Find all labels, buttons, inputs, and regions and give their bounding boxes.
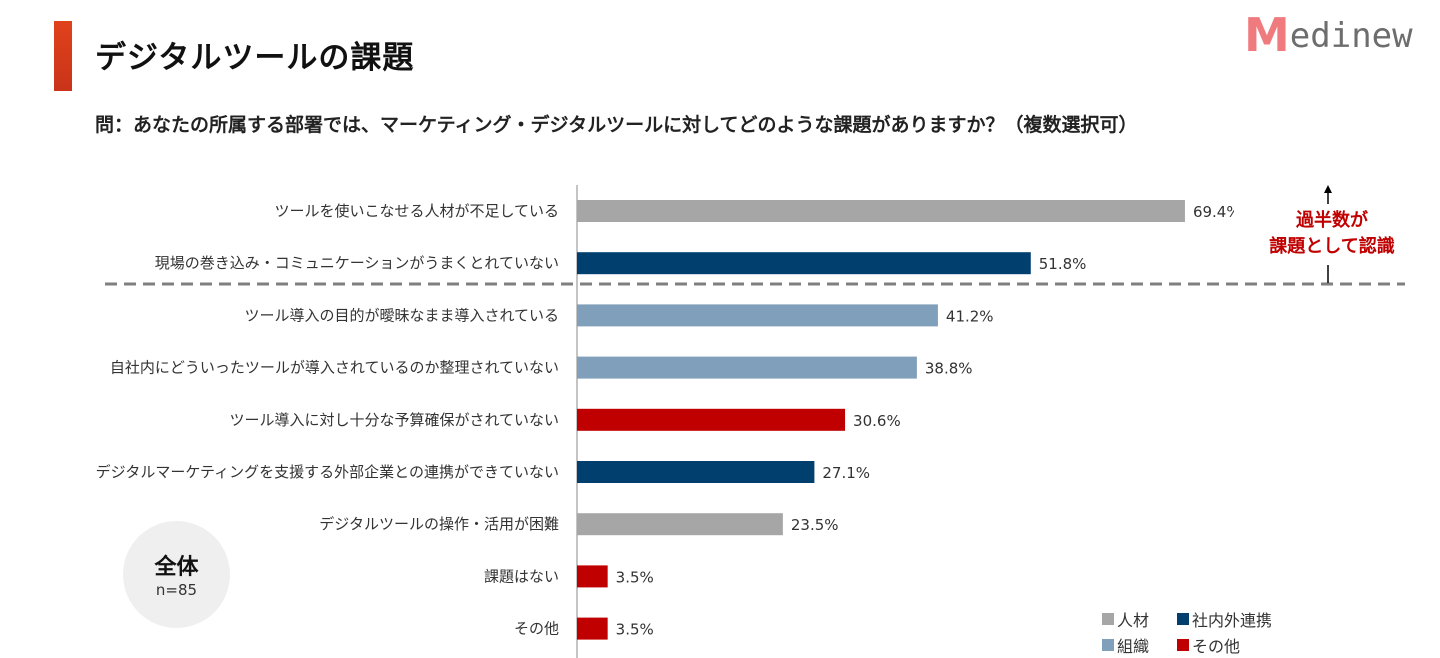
legend: 人材 社内外連携 組織 その他 [1102,607,1287,657]
bar [577,200,1185,222]
majority-annotation: 過半数が 課題として認識 [1262,208,1402,260]
legend-swatch [1177,639,1189,651]
bar [577,461,815,483]
annotation-line1: 過半数が [1296,210,1368,231]
label-clip [1234,195,1259,225]
legend-label: 社内外連携 [1192,611,1273,630]
legend-label: 組織 [1117,637,1150,656]
legend-item: その他 [1177,633,1287,657]
category-label: デジタルツールの操作・活用が困難 [319,515,559,533]
value-label: 41.2% [946,307,994,325]
category-label: デジタルマーケティングを支援する外部企業との連携ができていない [96,463,559,481]
legend-item: 社内外連携 [1177,607,1287,631]
bar [577,356,917,379]
value-label: 3.5% [616,568,654,586]
legend-label: 人材 [1117,611,1150,630]
bar [577,565,608,588]
legend-swatch [1102,613,1114,625]
legend-label: その他 [1192,637,1241,656]
category-label: 課題はない [484,567,559,585]
bar [577,408,846,431]
value-label: 27.1% [822,464,870,482]
legend-swatch [1102,639,1114,651]
bar [577,513,783,536]
bar [577,252,1031,275]
annotation-line2: 課題として認識 [1269,236,1395,257]
arrow-up-icon [1324,185,1332,193]
legend-swatch [1177,613,1189,625]
category-label: ツール導入に対し十分な予算確保がされていない [229,411,559,429]
value-label: 3.5% [616,621,654,639]
category-label: 自社内にどういったツールが導入されているのか整理されていない [110,359,559,377]
question-text: 問：あなたの所属する部署では、マーケティング・デジタルツールに対してどのような課… [95,114,1138,136]
bar [577,617,608,640]
category-label: 現場の巻き込み・コミュニケーションがうまくとれていない [155,254,559,272]
value-label: 38.8% [925,360,973,378]
sample-badge: 全体 n=85 [123,521,230,628]
page-title: デジタルツールの課題 [95,40,415,76]
value-label: 51.8% [1039,255,1087,273]
category-label: その他 [514,620,559,638]
value-label: 69.4% [1193,203,1241,221]
title-accent-bar [54,21,72,91]
value-label: 30.6% [853,412,901,430]
category-label: ツール導入の目的が曖昧なまま導入されている [244,306,559,324]
legend-item: 人材 [1102,607,1177,631]
legend-item: 組織 [1102,633,1177,657]
value-label: 23.5% [791,516,839,534]
category-label: ツールを使いこなせる人材が不足している [274,202,559,220]
badge-label: 全体 [154,555,199,580]
badge-n: n=85 [155,581,198,599]
bar [577,304,938,327]
